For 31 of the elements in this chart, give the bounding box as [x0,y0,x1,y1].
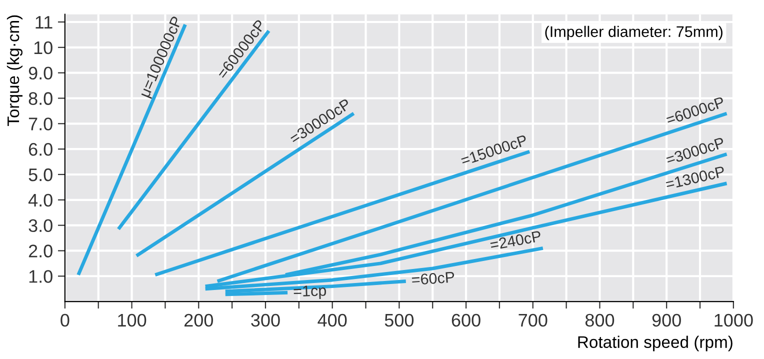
x-tick-label: 500 [384,314,414,327]
series-label: =1cp [294,285,326,300]
y-tick-label: 6.0 [28,143,52,156]
text: =3000cP [665,137,726,166]
y-tick-label: 5.0 [28,168,52,182]
x-tick-label: 400 [318,314,347,327]
y-tick-label: 7.0 [28,118,52,130]
text: =240cP [490,230,542,250]
y-tick-label: 10 [34,41,52,54]
x-tick-label: 0 [60,314,70,327]
x-tick-label: 200 [184,314,213,327]
y-tick-label: 11 [36,16,52,29]
x-tick-label: 800 [585,314,614,327]
text: =1300cP [665,166,726,190]
text: =6000cP [665,96,726,126]
x-axis-title: Rotation speed (rpm) [578,336,732,352]
y-axis-title: Torque (kg·cm) [6,15,22,126]
x-tick-label: 700 [518,314,548,327]
x-tick-label: 600 [452,314,480,327]
x-tick-label: 300 [251,314,280,327]
annotation: (Impeller diameter: 75mm) [545,26,722,40]
series-label: =60cP [412,272,455,286]
y-tick-label: 2.0 [28,244,52,258]
y-tick-label: 1.0 [29,270,52,283]
x-tick-label: 900 [652,314,681,327]
y-tick-label: 8.0 [28,92,52,105]
x-tick-label: 1000 [714,314,753,327]
y-tick-label: 9.0 [28,66,52,80]
x-tick-label: 100 [118,314,146,327]
y-tick-label: 4.0 [28,194,52,207]
y-tick-label: 3.0 [28,219,52,232]
